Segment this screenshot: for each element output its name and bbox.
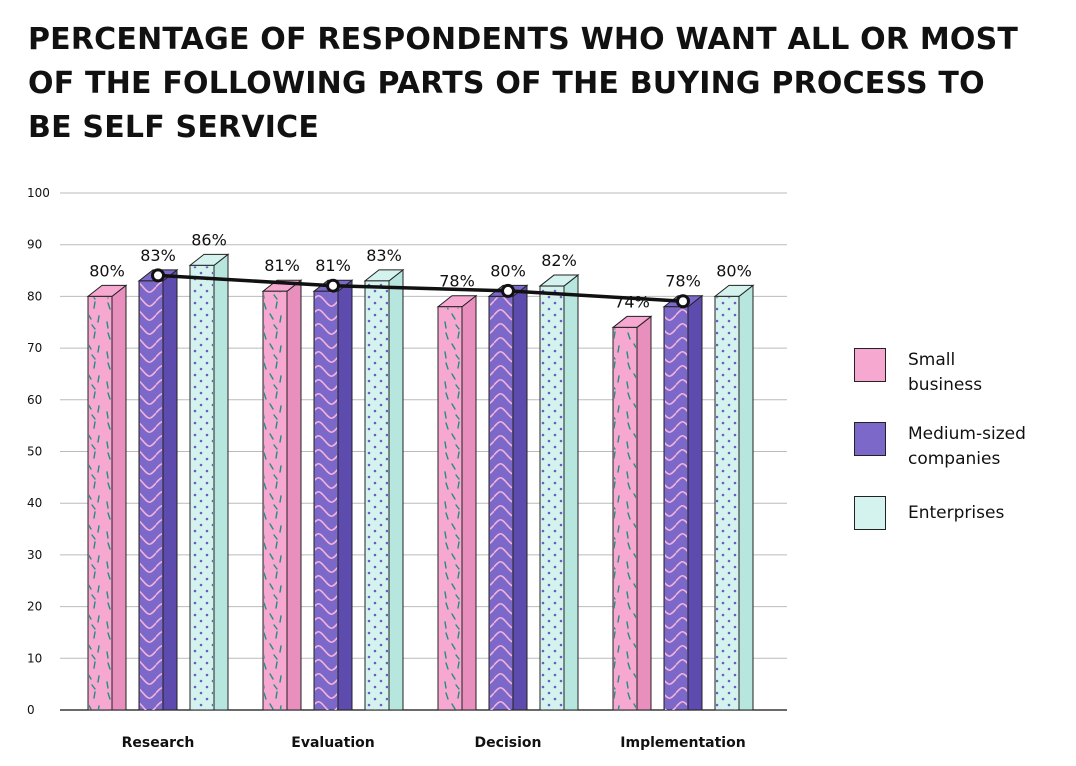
bar-side [388, 268, 404, 711]
data-label-medium-sized-companies: 80% [490, 261, 526, 280]
legend-item-enterprises: Enterprises [854, 496, 1064, 570]
chart-title: PERCENTAGE OF RESPONDENTS WHO WANT ALL O… [28, 22, 1019, 145]
legend-swatch-small-business [854, 348, 886, 382]
bar-side [111, 284, 127, 711]
bar-enterprises [713, 284, 755, 711]
bar-pattern [191, 266, 213, 710]
bar-side [461, 294, 477, 711]
bar-pattern [665, 307, 687, 710]
bar-pattern [439, 307, 461, 710]
legend-label-medium-sized-companies: Medium-sized companies [908, 424, 1026, 469]
data-label-medium-sized-companies: 83% [140, 246, 176, 265]
bar-medium-sized-companies [312, 279, 354, 711]
bar-pattern [264, 292, 286, 710]
bar-enterprises [188, 253, 230, 711]
bar-medium-sized-companies [662, 294, 704, 711]
legend-swatch-enterprises [854, 496, 886, 530]
bar-enterprises [363, 268, 405, 711]
bar-pattern [490, 297, 512, 710]
bar-small-business [261, 279, 303, 711]
trend-line-marker [151, 268, 165, 283]
data-label-small-business: 81% [264, 256, 300, 275]
trend-line [151, 268, 690, 309]
trend-line-marker [676, 294, 690, 309]
bar-side [512, 284, 528, 711]
bars [86, 253, 755, 711]
legend-item-medium-sized-companies: Medium-sized companies [854, 422, 1064, 496]
y-tick-label: 10 [27, 651, 42, 665]
bar-pattern [140, 281, 162, 710]
legend-label-enterprises: Enterprises [908, 503, 1005, 523]
data-label-small-business: 74% [614, 292, 650, 311]
y-tick-label: 100 [27, 186, 50, 200]
bar-pattern [315, 292, 337, 710]
y-tick-label: 80 [27, 289, 42, 303]
bar-enterprises [538, 274, 580, 711]
x-tick-label: Implementation [620, 735, 745, 751]
legend-label-small-business: Small business [908, 350, 983, 395]
data-label-enterprises: 83% [366, 246, 402, 265]
bar-pattern [716, 297, 738, 710]
bar-side [563, 274, 579, 711]
data-label-small-business: 80% [89, 261, 125, 280]
bar-small-business [86, 284, 128, 711]
trend-line-marker [326, 278, 340, 293]
y-tick-label: 50 [27, 445, 42, 459]
bar-side [687, 294, 703, 711]
bar-side [636, 315, 652, 711]
bar-side [162, 268, 178, 711]
bar-pattern [541, 287, 563, 710]
bar-side [337, 279, 353, 711]
data-labels: 80% 83% 86% 81% 81% 83% 78% 80% 82% 74% 78% 80% [89, 230, 752, 311]
x-axis: Research Evaluation Decision Implementation [122, 735, 746, 751]
y-tick-label: 20 [27, 600, 42, 614]
bar-pattern [614, 328, 636, 710]
y-tick-label: 40 [27, 496, 42, 510]
y-axis: 0 10 20 30 40 50 60 70 80 90 100 [27, 186, 50, 717]
y-tick-label: 70 [27, 341, 42, 355]
bar-medium-sized-companies [487, 284, 529, 711]
data-label-small-business: 78% [439, 272, 475, 291]
data-label-enterprises: 82% [541, 251, 577, 270]
bar-pattern [366, 281, 388, 710]
legend: Small business Medium-sized companies En… [854, 348, 1064, 570]
x-tick-label: Research [122, 735, 195, 751]
bar-pattern [89, 297, 111, 710]
trend-line-path [157, 273, 684, 303]
bar-side [286, 279, 302, 711]
y-tick-label: 90 [27, 238, 42, 252]
trend-line-marker [501, 283, 515, 298]
bar-medium-sized-companies [137, 268, 179, 711]
y-tick-label: 30 [27, 548, 42, 562]
y-tick-label: 60 [27, 393, 42, 407]
data-label-enterprises: 86% [191, 230, 227, 249]
legend-swatch-medium-sized-companies [854, 422, 886, 456]
data-label-medium-sized-companies: 81% [315, 256, 351, 275]
data-label-enterprises: 80% [716, 261, 752, 280]
y-tick-label: 0 [27, 703, 35, 717]
legend-item-small-business: Small business [854, 348, 1064, 422]
bar-small-business [611, 315, 653, 711]
bar-small-business [436, 294, 478, 711]
bar-side [738, 284, 754, 711]
data-label-medium-sized-companies: 78% [665, 272, 701, 291]
x-tick-label: Decision [475, 735, 542, 751]
bar-side [213, 253, 229, 711]
x-tick-label: Evaluation [291, 735, 374, 751]
